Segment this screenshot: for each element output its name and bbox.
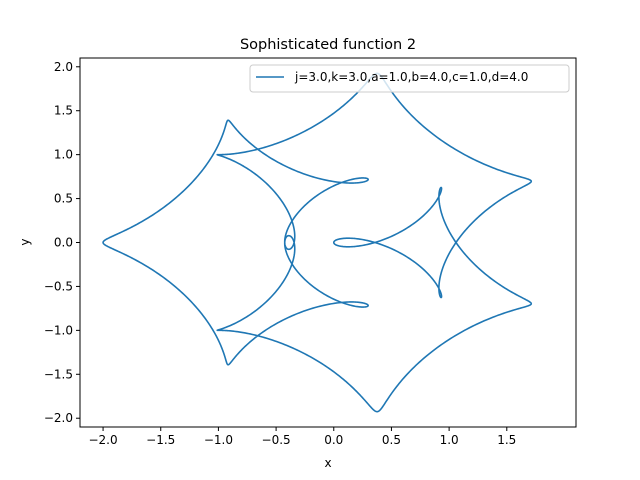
- legend-entry-label: j=3.0,k=3.0,a=1.0,b=4.0,c=1.0,d=4.0: [294, 70, 528, 84]
- x-axis-ticks: −2.0 −1.5 −1.0 −0.5 0.0 0.5 1.0 1.5: [88, 427, 516, 447]
- y-tick-label: 2.0: [54, 60, 73, 74]
- y-tick-label: 1.5: [54, 104, 73, 118]
- legend-box: [249, 64, 570, 93]
- chart-title: Sophisticated function 2: [240, 37, 416, 53]
- y-tick-label: −1.5: [44, 367, 73, 381]
- y-tick-label: −1.0: [44, 323, 73, 337]
- x-tick-label: −2.0: [88, 433, 117, 447]
- x-tick-label: 0.0: [324, 433, 343, 447]
- y-tick-label: 0.5: [54, 192, 73, 206]
- x-tick-label: −1.0: [204, 433, 233, 447]
- y-tick-label: −0.5: [44, 279, 73, 293]
- y-tick-label: −2.0: [44, 411, 73, 425]
- x-tick-label: −1.5: [146, 433, 175, 447]
- x-axis-label: x: [324, 456, 331, 470]
- x-tick-label: −0.5: [262, 433, 291, 447]
- plot-area: [102, 72, 533, 413]
- legend: j=3.0,k=3.0,a=1.0,b=4.0,c=1.0,d=4.0: [249, 64, 570, 93]
- series-line: [102, 72, 533, 413]
- y-axis-ticks: −2.0 −1.5 −1.0 −0.5 0.0 0.5 1.0 1.5 2.0: [44, 60, 80, 425]
- y-axis-label: y: [18, 238, 32, 245]
- x-tick-label: 0.5: [382, 433, 401, 447]
- x-tick-label: 1.5: [497, 433, 516, 447]
- y-tick-label: 1.0: [54, 148, 73, 162]
- y-tick-label: 0.0: [54, 236, 73, 250]
- x-tick-label: 1.0: [440, 433, 459, 447]
